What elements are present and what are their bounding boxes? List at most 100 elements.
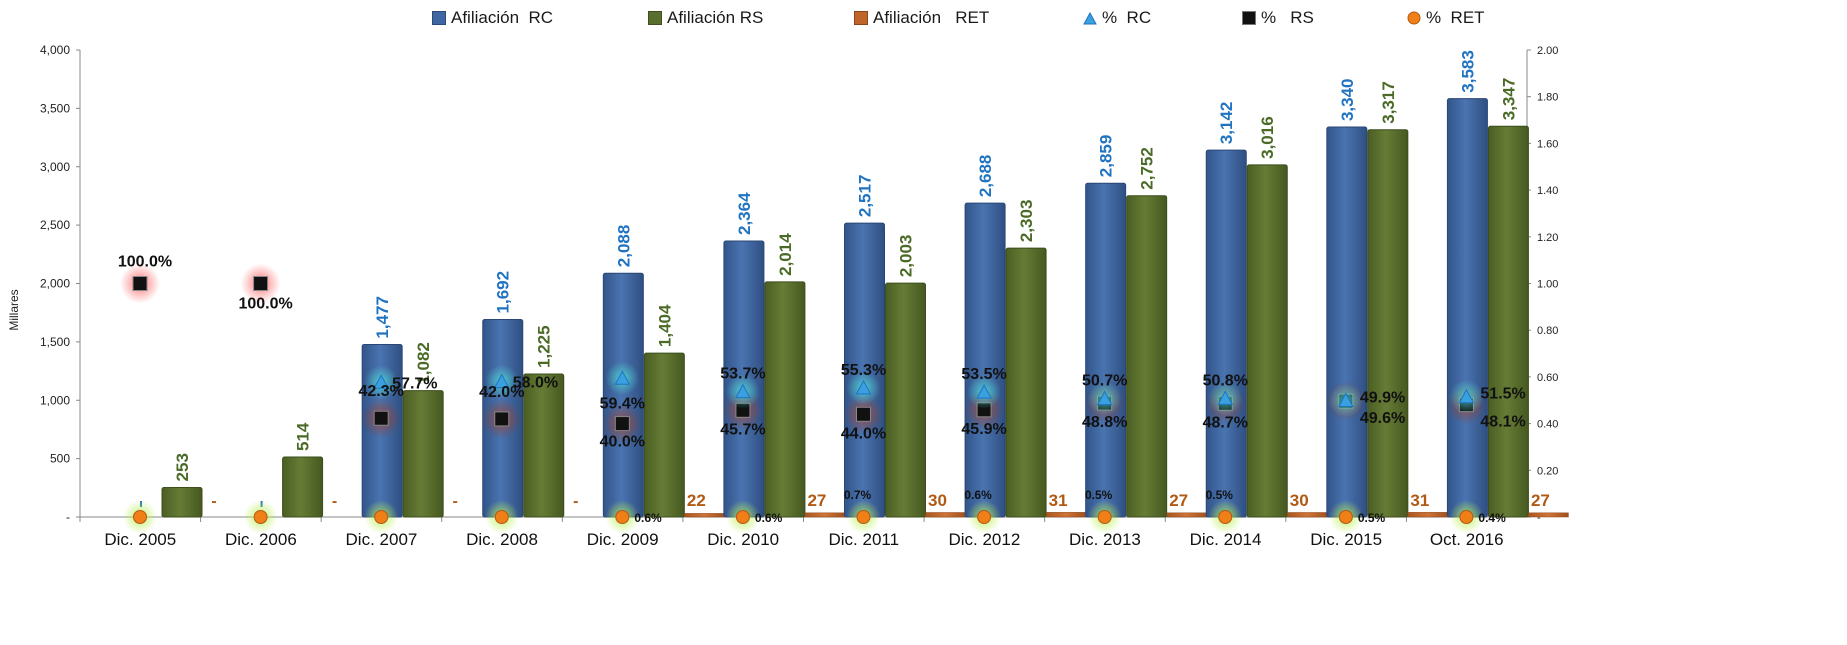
legend-label-rc: Afiliación RC <box>451 8 554 27</box>
legend-swatch-rs <box>648 11 662 25</box>
x-tick-label: Dic. 2014 <box>1190 530 1262 549</box>
x-tick-label: Dic. 2010 <box>707 530 779 549</box>
bar-rs <box>885 282 926 518</box>
y2-tick-label: 1.60 <box>1537 138 1558 150</box>
data-label-rc: 1,477 <box>373 296 392 339</box>
data-label-pct-rc: 55.3% <box>841 362 886 379</box>
legend-label-pct-rc: % RC <box>1102 8 1152 27</box>
data-label-pct-rc: 50.7% <box>1082 373 1127 390</box>
data-label-rc: 2,517 <box>856 175 875 218</box>
data-label-pct-rs: 48.8% <box>1082 414 1127 431</box>
legend-label-pct-rs: % RS <box>1261 8 1314 27</box>
marker-pct-rc <box>976 384 992 399</box>
bar-ret <box>1407 512 1449 518</box>
data-label-pct-rs: 48.1% <box>1480 414 1525 431</box>
data-label-ret: 31 <box>1410 491 1429 510</box>
data-label-rs: 3,317 <box>1379 81 1398 124</box>
data-label-pct-rs: 40.0% <box>600 434 645 451</box>
y-tick-label: 3,500 <box>40 101 70 115</box>
data-label-rs: 514 <box>294 422 313 451</box>
legend-item-pct-rs: % RS <box>1242 8 1314 28</box>
marker-pct-ret <box>1459 510 1474 524</box>
data-label-pct-rs: 45.7% <box>720 421 765 438</box>
y-tick-label: 500 <box>50 452 70 466</box>
data-label-ret: - <box>453 493 458 510</box>
data-label-pct-ret: 0.7% <box>844 488 872 502</box>
y-tick-label: 1,500 <box>40 335 70 349</box>
data-label-pct-rc: 57.7% <box>392 375 437 392</box>
data-label-pct-rs: 45.9% <box>961 421 1006 438</box>
y2-tick-label: - <box>1537 512 1541 524</box>
data-label-rs: 2,303 <box>1017 200 1036 243</box>
bar-rs <box>282 456 324 518</box>
x-tick-label: Dic. 2015 <box>1310 530 1382 549</box>
x-tick-label: Oct. 2016 <box>1430 530 1504 549</box>
data-label-rc: 2,859 <box>1097 135 1116 178</box>
marker-pct-ret <box>1218 510 1233 524</box>
marker-pct-ret <box>133 510 147 524</box>
data-label-ret: - <box>211 493 216 510</box>
y2-tick-label: 0.20 <box>1537 465 1558 477</box>
data-label-rs: 253 <box>173 453 192 481</box>
y-tick-label: 2,000 <box>40 277 70 291</box>
marker-pct-rs <box>856 406 871 422</box>
bar-rc <box>1446 98 1488 518</box>
marker-pct-rs <box>132 276 148 291</box>
bar-rc <box>1085 182 1127 518</box>
marker-pct-ret <box>253 510 268 524</box>
legend-label-rs: Afiliación RS <box>667 8 764 27</box>
marker-pct-rs <box>253 276 269 291</box>
data-label-ret: 30 <box>928 491 947 510</box>
data-label-pct-rc: 51.5% <box>1480 386 1525 403</box>
bar-rs <box>764 281 806 518</box>
marker-pct-rc <box>1217 390 1234 405</box>
legend-swatch-ret <box>854 11 868 25</box>
data-label-pct-ret: 0.6% <box>964 488 992 502</box>
legend-item-pct-ret: % RET <box>1407 8 1485 28</box>
data-label-pct-ret: 0.6% <box>634 511 662 525</box>
marker-pct-ret <box>615 510 630 524</box>
bar-rs <box>1367 129 1409 518</box>
y-tick-label: 2,500 <box>40 218 70 232</box>
data-label-rs: 1,082 <box>414 342 433 385</box>
y-tick-label: 4,000 <box>40 43 70 57</box>
y2-tick-label: 1.40 <box>1537 185 1558 197</box>
data-label-pct-rc: 49.9% <box>1360 389 1405 406</box>
data-label-pct-rs: 42.3% <box>358 383 403 400</box>
data-label-rs: 2,003 <box>897 235 916 278</box>
x-tick-label: Dic. 2007 <box>346 530 418 549</box>
x-tick-label: Dic. 2005 <box>104 530 176 549</box>
marker-pct-rc <box>735 383 751 399</box>
marker-pct-ret <box>977 510 992 524</box>
data-label-ret: 31 <box>1049 491 1068 510</box>
bar-rc <box>964 202 1006 518</box>
data-label-pct-rs: 42.0% <box>479 384 524 401</box>
legend-swatch-rc <box>432 11 446 25</box>
data-label-rc: 2,688 <box>976 155 995 198</box>
data-label-ret: 30 <box>1290 491 1309 510</box>
x-tick-label: Dic. 2012 <box>948 530 1020 549</box>
data-label-ret: - <box>573 493 578 510</box>
y2-tick-label: 0.80 <box>1537 325 1558 337</box>
data-label-rc: 2,088 <box>614 225 633 268</box>
x-tick-label: Dic. 2011 <box>829 530 900 549</box>
marker-pct-rc <box>1096 390 1113 406</box>
data-label-rc: 2,364 <box>735 192 754 235</box>
legend-label-pct-ret: % RET <box>1426 8 1485 27</box>
data-label-pct-rs: 44.0% <box>841 425 886 442</box>
data-label-pct-rc: 50.8% <box>1203 372 1248 389</box>
data-label-rs: 2,752 <box>1138 147 1157 190</box>
bar-rs <box>1005 247 1047 518</box>
data-label-ret: 22 <box>687 491 706 510</box>
data-label-rs: 1,404 <box>655 304 674 347</box>
marker-pct-rc <box>614 370 631 385</box>
bar-ret <box>804 512 846 518</box>
bar-rs <box>1487 125 1529 518</box>
y2-tick-label: 1.00 <box>1537 279 1558 291</box>
x-tick-label: Dic. 2013 <box>1069 530 1141 549</box>
marker-pct-ret <box>1097 510 1112 524</box>
y2-tick-label: 0.40 <box>1537 419 1558 431</box>
data-label-rc: 3,142 <box>1217 102 1236 145</box>
legend-circle-icon <box>1407 11 1421 25</box>
